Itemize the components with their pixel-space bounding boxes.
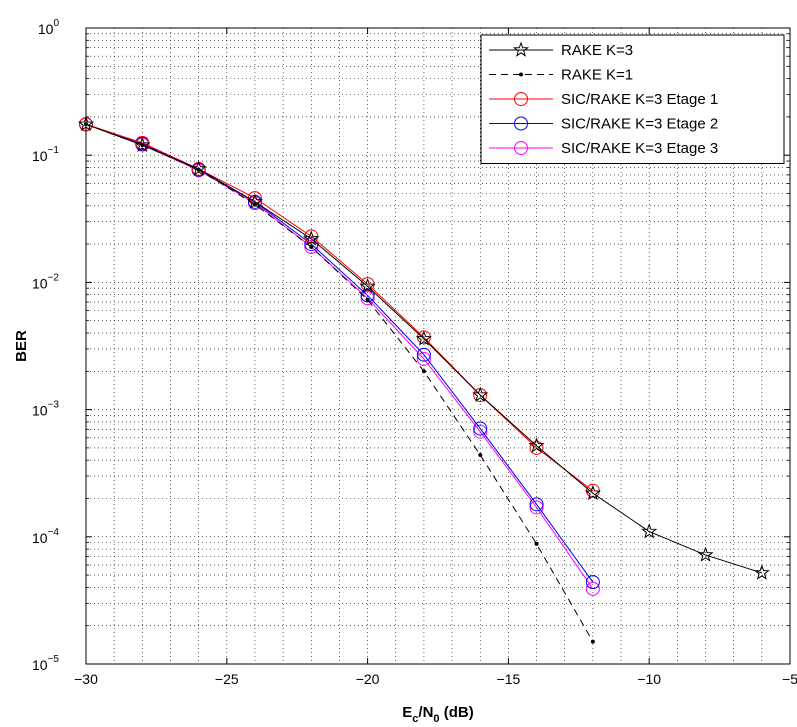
x-axis-label-tail: (dB) (440, 704, 474, 721)
data-point (584, 484, 601, 501)
data-point (753, 564, 770, 580)
data-point (529, 440, 544, 455)
data-point (473, 424, 488, 439)
data-point (478, 452, 483, 457)
series-rake-k-3 (77, 115, 770, 580)
x-tick-label: −30 (74, 671, 98, 687)
data-point (585, 581, 600, 596)
series-line (85, 123, 762, 574)
data-point (512, 41, 530, 57)
y-tick-label: 100 (38, 18, 60, 37)
data-point (416, 347, 431, 362)
grid (86, 28, 790, 664)
data-point (697, 546, 714, 562)
data-point (590, 639, 595, 644)
legend-label: RAKE K=3 (561, 42, 633, 59)
legend-label: SIC/RAKE K=3 Etage 1 (561, 91, 718, 108)
data-point (585, 575, 600, 590)
y-tick-label: 10−3 (32, 400, 59, 419)
y-tick-label: 10−5 (32, 654, 59, 673)
data-point (514, 92, 528, 106)
series-line (85, 123, 594, 492)
plot-frame (85, 27, 791, 665)
legend-label: RAKE K=1 (561, 67, 633, 84)
x-tick-labels: −30 −25 −20 −15 −10 −5 (74, 671, 797, 687)
legend-item: RAKE K=3 (489, 41, 633, 59)
data-point (529, 497, 544, 512)
x-axis-label-sub2: 0 (433, 713, 439, 725)
x-axis-label-mid: /N (418, 704, 433, 721)
data-point (529, 500, 544, 515)
x-axis-label-main: E (402, 704, 412, 721)
data-point (534, 541, 539, 546)
data-point (304, 239, 319, 254)
legend-item: SIC/RAKE K=3 Etage 1 (489, 91, 718, 108)
y-tick-label: 10−2 (32, 272, 59, 291)
data-point (246, 193, 264, 209)
data-point (514, 116, 528, 131)
legend-label: SIC/RAKE K=3 Etage 2 (561, 116, 718, 133)
x-tick-label: −20 (356, 671, 380, 687)
data-point (416, 351, 431, 366)
data-point (472, 386, 489, 402)
data-point (519, 72, 523, 77)
data-point (190, 160, 207, 176)
data-point (514, 141, 528, 155)
data-point (473, 421, 488, 436)
data-point (421, 369, 426, 374)
data-point (415, 330, 432, 346)
y-tick-label: 10−1 (32, 145, 59, 164)
x-tick-label: −15 (497, 671, 521, 687)
x-tick-label: −10 (637, 671, 661, 687)
data-point (365, 297, 370, 302)
x-axis-label: Ec/N0 (dB) (402, 704, 473, 725)
y-tick-labels: 10−5 10−4 10−3 10−2 10−1 100 (32, 18, 59, 673)
x-tick-label: −25 (215, 671, 239, 687)
legend: RAKE K=3 RAKE K=1 SIC/RAKE K=3 Etage 1 SIC/… (480, 34, 785, 164)
legend-item: RAKE K=1 (489, 67, 633, 84)
data-point (309, 244, 314, 249)
y-axis-label: BER (13, 330, 30, 362)
data-point (303, 230, 320, 246)
data-point (134, 136, 151, 152)
y-tick-label: 10−4 (32, 527, 59, 546)
legend-item: SIC/RAKE K=3 Etage 3 (489, 140, 718, 157)
x-tick-label: −5 (782, 671, 797, 687)
data-point (359, 277, 376, 294)
legend-item: SIC/RAKE K=3 Etage 2 (489, 116, 718, 133)
data-point (528, 437, 545, 453)
x-axis-label-sub1: c (412, 713, 418, 725)
legend-label: SIC/RAKE K=3 Etage 3 (561, 140, 718, 157)
ticks (85, 27, 791, 665)
data-point (360, 291, 375, 306)
data-point (641, 523, 658, 539)
